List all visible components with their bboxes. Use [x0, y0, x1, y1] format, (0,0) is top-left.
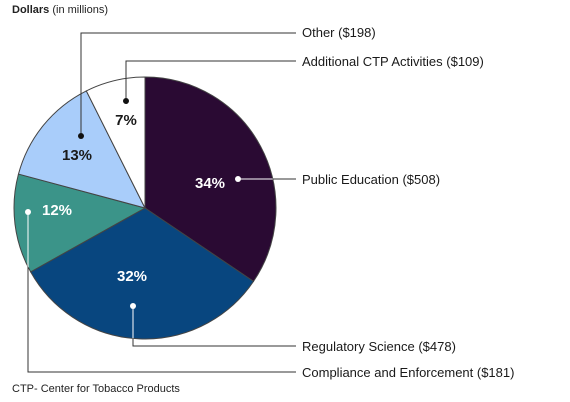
pie-slice: [29, 207, 255, 340]
slice-legend-label: Public Education ($508): [302, 172, 440, 187]
slice-legend-label: Other ($198): [302, 25, 376, 40]
unit-label: Dollars (in millions): [12, 4, 108, 16]
slice-legend-label: Regulatory Science ($478): [302, 339, 456, 354]
leader-line: [80, 32, 296, 136]
leader-dot: [123, 98, 129, 104]
slice-percent-label: 7%: [115, 112, 137, 129]
slice-legend-label: Additional CTP Activities ($109): [302, 54, 484, 69]
slice-legend-label: Compliance and Enforcement ($181): [302, 365, 514, 380]
leader-dot: [78, 133, 84, 139]
pie-chart: 34% Public Education ($508) 32% Regulatory …: [13, 25, 514, 380]
pie-slice: [13, 173, 147, 273]
slice-percent-label: 12%: [42, 202, 72, 219]
footnote: CTP- Center for Tobacco Products: [12, 383, 180, 395]
leader-line: [125, 60, 296, 101]
leader-dot: [25, 209, 31, 215]
slice-percent-label: 32%: [117, 268, 147, 285]
pie-slice: [144, 76, 277, 283]
unit-label-rest: (in millions): [52, 4, 108, 16]
unit-label-bold: Dollars: [12, 4, 50, 16]
leader-dot: [130, 303, 136, 309]
slice-percent-label: 34%: [195, 175, 225, 192]
slice-percent-label: 13%: [62, 147, 92, 164]
leader-dot: [235, 176, 241, 182]
pie-slice: [85, 76, 146, 209]
